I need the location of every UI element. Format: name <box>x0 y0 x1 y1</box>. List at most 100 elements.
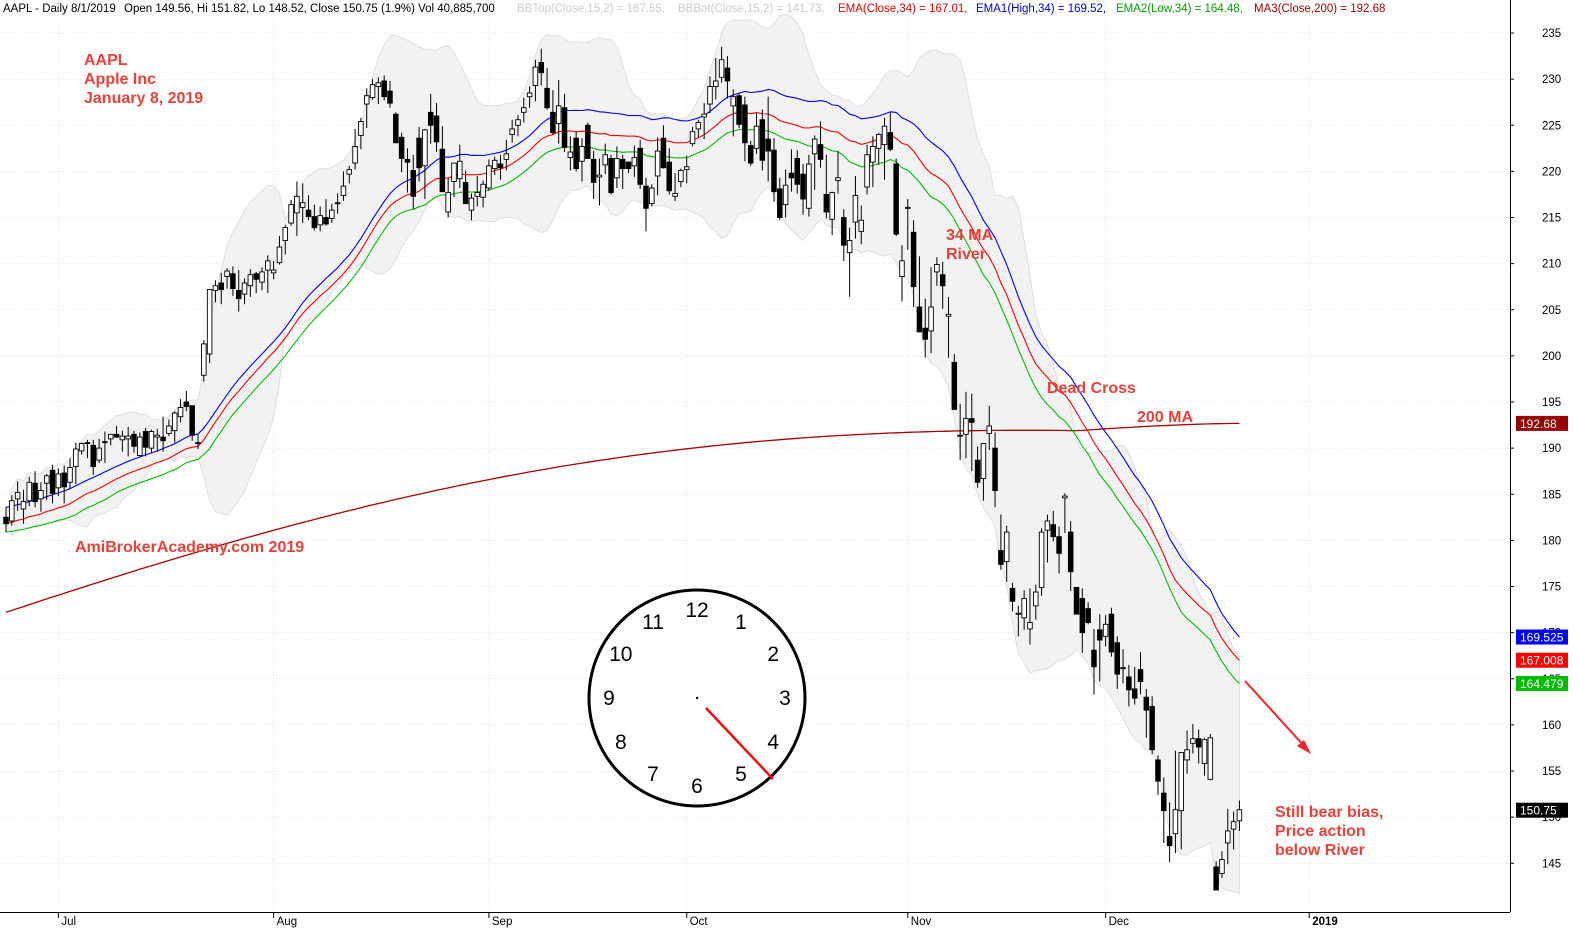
candle-body <box>986 425 992 434</box>
clock-number: 1 <box>735 611 747 634</box>
candle-body <box>1038 531 1045 588</box>
candle-body <box>1166 836 1173 847</box>
candle-body <box>701 113 707 118</box>
candle-body <box>148 431 155 449</box>
candle-body <box>102 441 108 444</box>
candle-body <box>1201 739 1208 765</box>
x-tick-label: Oct <box>690 916 709 928</box>
candle-body <box>107 433 114 440</box>
value-box <box>1516 629 1568 645</box>
clock-number: 10 <box>609 643 632 666</box>
candle-body <box>945 313 952 317</box>
header-bbbot-text: BBBot(Close,15,2) = 141.73, <box>678 3 825 15</box>
candle-body <box>736 95 742 125</box>
candle-body <box>544 87 550 109</box>
candle-body <box>96 447 102 461</box>
candle-body <box>137 436 143 456</box>
candle-body <box>235 289 242 300</box>
value-box-label: 192.68 <box>1520 417 1557 431</box>
header-ema1-text: EMA1(High,34) = 169.52, <box>976 3 1106 15</box>
header-ma3-text: MA3(Close,200) = 192.68 <box>1254 3 1385 15</box>
y-tick-label: 215 <box>1542 213 1561 225</box>
candle-body <box>555 105 562 124</box>
candle-body <box>567 151 574 158</box>
candle-body <box>323 217 329 225</box>
y-axis-ticks: 235 230 225 220 215 210 205 200 195 190 185 180 175 1… <box>1510 28 1561 870</box>
annotation-company: Apple Inc <box>84 71 156 88</box>
candle-body <box>509 128 515 135</box>
candle-body <box>823 193 830 213</box>
candle-body <box>218 282 225 290</box>
value-box-label: 167.008 <box>1520 654 1564 668</box>
candle-body <box>9 500 15 522</box>
candle-body <box>154 434 161 438</box>
y-tick-label: 235 <box>1542 28 1561 40</box>
candle-body <box>910 231 917 288</box>
candle-body <box>212 285 219 291</box>
value-box-label: 169.525 <box>1520 631 1564 645</box>
value-box-label: 150.75 <box>1520 804 1557 818</box>
candle-body <box>916 306 923 333</box>
y-tick-label: 195 <box>1542 397 1561 409</box>
candle-body <box>1085 608 1091 623</box>
candle-body <box>718 59 725 78</box>
candle-body <box>160 436 166 442</box>
clock-center <box>695 696 699 700</box>
candle-body <box>1021 598 1027 619</box>
candle-body <box>771 149 777 193</box>
candle-body <box>899 260 905 277</box>
candle-body <box>875 134 882 149</box>
candle-body <box>73 448 79 468</box>
candle-body <box>276 246 283 264</box>
clock-number: 6 <box>691 775 703 798</box>
candle-body <box>800 173 806 200</box>
y-tick-label: 160 <box>1542 720 1561 732</box>
candle-body <box>887 132 894 150</box>
header-ema-text: EMA(Close,34) = 167.01, <box>838 3 967 15</box>
last-value-boxes: 192.68 169.525 167.008 164.479 150.75 <box>1516 415 1568 818</box>
y-tick-label: 210 <box>1542 259 1561 271</box>
candle-body <box>1213 866 1219 891</box>
candle-body <box>43 475 50 484</box>
candle-body <box>1195 738 1202 748</box>
annotation-dead-cross: Dead Cross <box>1047 380 1136 397</box>
candle-body <box>1091 649 1097 668</box>
candle-body <box>829 192 835 220</box>
candle-body <box>375 82 382 87</box>
candle-body <box>352 146 358 164</box>
candle-body <box>113 433 120 438</box>
clock-number: 11 <box>642 611 664 634</box>
annotation-river-line1: 34 MA <box>946 227 994 244</box>
candle-body <box>224 270 230 277</box>
candle-body <box>177 407 184 418</box>
candle-body <box>1044 520 1051 531</box>
candle-body <box>695 122 702 130</box>
candle-body <box>1062 495 1068 499</box>
candle-body <box>602 154 609 166</box>
candle-body <box>1102 623 1109 637</box>
ema-high-line <box>5 88 1240 638</box>
candle-body <box>32 482 38 503</box>
clock-number: 3 <box>779 687 791 710</box>
candle-body <box>614 158 620 179</box>
y-tick-label: 205 <box>1542 305 1561 317</box>
candle-body <box>1137 669 1144 682</box>
candle-body <box>905 206 911 209</box>
candle-body <box>462 181 469 205</box>
candle-body <box>206 289 213 355</box>
y-tick-label: 145 <box>1542 858 1561 870</box>
trend-arrow-head <box>1297 740 1311 754</box>
candle-body <box>963 418 969 435</box>
candle-body <box>1056 536 1062 554</box>
candle-body <box>1114 642 1120 675</box>
candle-body <box>934 264 940 273</box>
candle-body <box>782 184 789 206</box>
candle-body <box>532 66 539 87</box>
candle-body <box>49 469 56 494</box>
candle-body <box>974 459 981 483</box>
candle-body <box>811 138 818 155</box>
x-tick-label: Sep <box>492 916 512 928</box>
candle-body <box>846 240 853 254</box>
candle-body <box>195 442 201 445</box>
candle-body <box>608 158 614 194</box>
